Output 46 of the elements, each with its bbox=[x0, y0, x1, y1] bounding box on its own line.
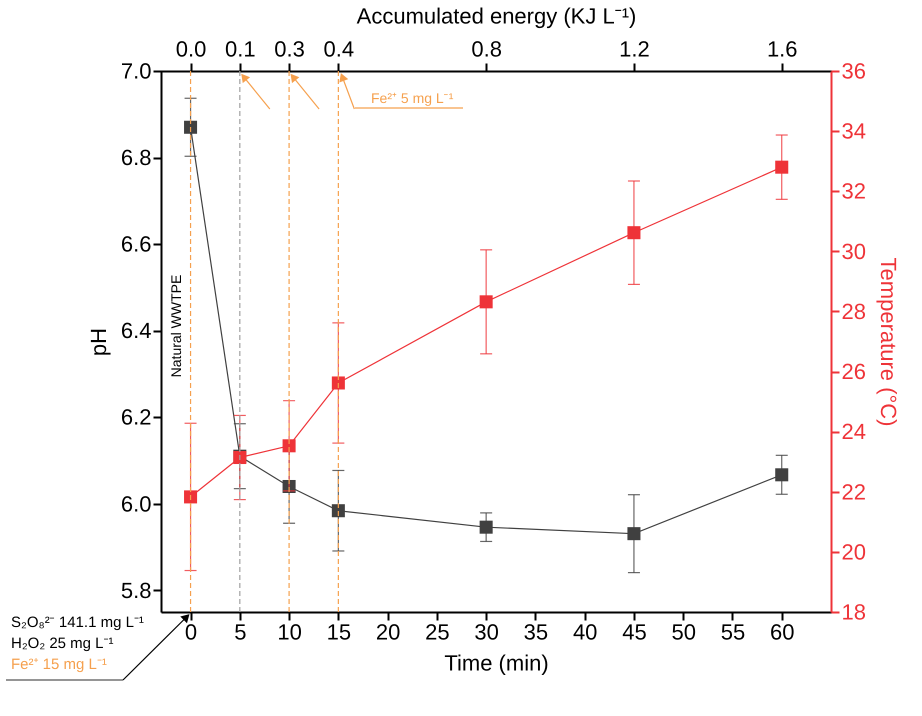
x-axis-title: Time (min) bbox=[444, 650, 549, 676]
y2-tick-label: 34 bbox=[842, 118, 866, 144]
x-tick-label: 45 bbox=[622, 620, 647, 644]
x-tick-label: 30 bbox=[474, 620, 499, 644]
y-tick-label: 5.8 bbox=[120, 578, 152, 603]
y2-tick-label: 32 bbox=[842, 178, 866, 204]
y-tick-label: 7.0 bbox=[120, 58, 152, 84]
x-tick-label: 5 bbox=[234, 620, 246, 644]
y2-tick-label: 24 bbox=[842, 419, 866, 444]
x-tick-label: 50 bbox=[671, 620, 696, 644]
x2-tick-label: 0.0 bbox=[176, 36, 206, 62]
x-tick-label: 15 bbox=[326, 620, 352, 644]
x2-tick-label: 0.3 bbox=[274, 36, 305, 62]
y2-axis-title: Temperature (°C) bbox=[876, 258, 901, 426]
text: S₂O₈²⁻ 141.1 mg L⁻¹ bbox=[11, 614, 144, 631]
annotation: Fe²⁺ 5 mg L⁻¹ bbox=[371, 90, 454, 106]
y-tick-label: 6.6 bbox=[120, 232, 152, 257]
x-tick-label: 55 bbox=[720, 620, 746, 644]
y2-tick-label: 30 bbox=[842, 238, 866, 264]
y2-tick-label: 36 bbox=[842, 58, 866, 84]
y2-tick-label: 22 bbox=[842, 479, 866, 504]
x-tick-label: 40 bbox=[572, 620, 598, 644]
y2-tick-label: 20 bbox=[842, 539, 866, 564]
x2-tick-label: 0.1 bbox=[225, 36, 256, 62]
x-tick-label: 10 bbox=[277, 620, 302, 644]
y-axis-title: pH bbox=[86, 328, 111, 356]
y2-tick-label: 26 bbox=[842, 359, 866, 384]
annotation: Natural WWTPE bbox=[168, 274, 184, 378]
x2-tick-label: 0.8 bbox=[471, 36, 502, 62]
annotation: Fe²⁺ 15 mg L⁻¹ bbox=[11, 656, 107, 673]
y-tick-label: 6.4 bbox=[120, 318, 152, 344]
x-tick-label: 60 bbox=[770, 620, 794, 644]
x-tick-label: 35 bbox=[524, 620, 548, 644]
y2-tick-label: 28 bbox=[842, 298, 866, 324]
text: H₂O₂ 25 mg L⁻¹ bbox=[11, 635, 114, 652]
x2-tick-label: 1.6 bbox=[766, 36, 798, 62]
y-tick-label: 6.2 bbox=[120, 404, 152, 430]
x-tick-label: 25 bbox=[425, 620, 450, 644]
x2-axis-title: Accumulated energy (KJ L⁻¹) bbox=[356, 4, 636, 28]
x-tick-label: 20 bbox=[376, 620, 400, 644]
y-tick-label: 6.0 bbox=[120, 491, 152, 516]
x2-tick-label: 0.4 bbox=[324, 36, 354, 62]
y2-tick-label: 18 bbox=[842, 600, 866, 624]
x2-tick-label: 1.2 bbox=[619, 36, 650, 62]
y-tick-label: 6.8 bbox=[120, 145, 152, 170]
x-tick-label: 0 bbox=[184, 620, 198, 644]
